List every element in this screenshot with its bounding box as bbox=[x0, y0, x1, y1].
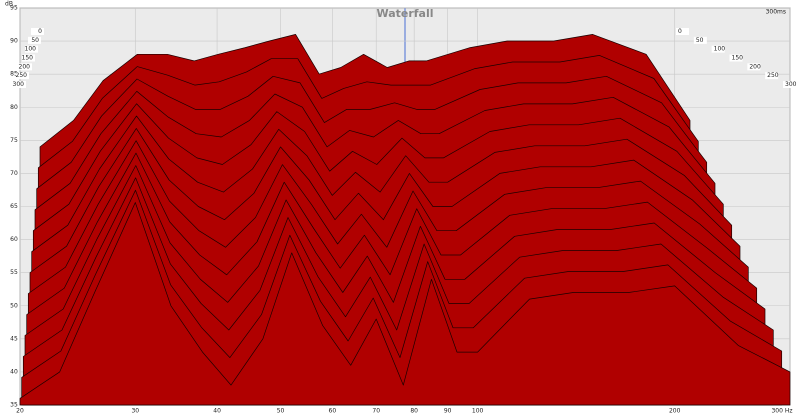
y-tick-label: 65 bbox=[10, 203, 18, 210]
time-tick-label: 100 bbox=[714, 46, 726, 53]
x-tick-label: 30 bbox=[131, 408, 139, 415]
time-axis-end-label: 300ms bbox=[766, 9, 786, 16]
y-tick-label: 50 bbox=[10, 302, 18, 309]
y-tick-label: 75 bbox=[10, 137, 18, 144]
time-tick-label: 50 bbox=[31, 37, 39, 44]
time-tick-label: 300 bbox=[785, 81, 797, 88]
y-tick-label: 90 bbox=[10, 38, 18, 45]
time-tick-label: 50 bbox=[696, 37, 704, 44]
y-tick-label: 95 bbox=[10, 5, 18, 12]
time-tick-label: 300 bbox=[13, 81, 25, 88]
time-tick-box bbox=[676, 28, 689, 35]
y-tick-label: 85 bbox=[10, 71, 18, 78]
time-tick-label: 200 bbox=[19, 63, 31, 70]
time-tick-label: 0 bbox=[38, 28, 42, 35]
x-tick-label: 60 bbox=[329, 408, 337, 415]
time-tick-box bbox=[783, 81, 796, 88]
time-tick-box bbox=[729, 54, 743, 62]
time-tick-label: 100 bbox=[25, 46, 37, 53]
time-tick-box bbox=[765, 72, 779, 80]
x-tick-label: 70 bbox=[372, 408, 380, 415]
y-tick-label: 55 bbox=[10, 269, 18, 276]
time-tick-box bbox=[711, 45, 725, 53]
time-tick-label: 150 bbox=[22, 55, 34, 62]
x-tick-label: 20 bbox=[16, 408, 24, 415]
x-tick-label: 80 bbox=[410, 408, 418, 415]
time-tick-box bbox=[31, 28, 44, 35]
time-tick-box bbox=[28, 36, 41, 44]
y-tick-label: 70 bbox=[10, 170, 18, 177]
x-tick-label: 100 bbox=[472, 408, 484, 415]
time-tick-box bbox=[25, 45, 38, 53]
y-tick-label: 45 bbox=[10, 335, 18, 342]
y-axis-label: dB bbox=[5, 1, 13, 8]
time-tick-label: 150 bbox=[732, 55, 744, 62]
time-tick-label: 250 bbox=[767, 72, 779, 79]
y-tick-label: 60 bbox=[10, 236, 18, 243]
time-tick-box bbox=[747, 63, 761, 71]
time-tick-box bbox=[16, 72, 29, 80]
y-tick-label: 80 bbox=[10, 104, 18, 111]
time-tick-box bbox=[693, 36, 707, 44]
x-tick-label: 300 Hz bbox=[771, 408, 792, 415]
time-tick-box bbox=[19, 63, 32, 71]
x-tick-label: 200 bbox=[669, 408, 681, 415]
x-tick-label: 90 bbox=[444, 408, 452, 415]
time-tick-label: 0 bbox=[678, 28, 682, 35]
x-tick-label: 40 bbox=[213, 408, 221, 415]
time-tick-label: 250 bbox=[16, 72, 28, 79]
time-tick-label: 200 bbox=[749, 63, 761, 70]
y-tick-label: 40 bbox=[10, 368, 18, 375]
chart-title: Waterfall bbox=[376, 7, 433, 20]
x-tick-label: 50 bbox=[277, 408, 285, 415]
y-tick-label: 35 bbox=[10, 402, 18, 409]
time-tick-box bbox=[22, 54, 35, 62]
waterfall-slice bbox=[19, 202, 791, 406]
time-tick-box bbox=[13, 81, 26, 88]
